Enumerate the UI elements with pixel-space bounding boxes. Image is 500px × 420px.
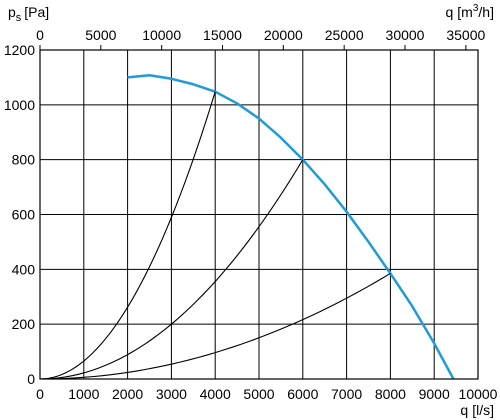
x-bottom-tick-label: 0: [36, 386, 44, 402]
grid: [39, 49, 479, 380]
x-bottom-tick-label: 10000: [459, 386, 498, 402]
x-top-tick-label: 0: [36, 27, 44, 43]
fan-curve: [127, 73, 455, 380]
y-tick-label: 0: [27, 371, 35, 387]
x-top-tick-label: 5000: [85, 27, 116, 43]
x-top-tick-label: 30000: [386, 27, 425, 43]
x-bottom-tick-label: 3000: [156, 386, 187, 402]
system-curve: [39, 91, 216, 380]
system-curve: [39, 159, 304, 380]
system-curve: [39, 272, 391, 380]
y-tick-label: 200: [12, 316, 36, 332]
bottom-x-axis-label: q [l/s]: [460, 402, 494, 418]
y-tick-label: 400: [12, 261, 36, 277]
x-top-tick-label: 15000: [203, 27, 242, 43]
y-tick-label: 1000: [4, 97, 35, 113]
x-bottom-tick-label: 2000: [112, 386, 143, 402]
y-tick-label: 600: [12, 207, 36, 223]
x-bottom-tick-label: 4000: [200, 386, 231, 402]
plot-border: [39, 49, 479, 380]
x-bottom-tick-label: 1000: [68, 386, 99, 402]
y-tick-label: 1200: [4, 42, 35, 58]
x-bottom-tick-label: 8000: [375, 386, 406, 402]
y-axis-label: ps [Pa]: [8, 4, 49, 24]
x-top-tick-label: 35000: [446, 27, 485, 43]
x-bottom-tick-label: 5000: [243, 386, 274, 402]
x-top-tick-label: 10000: [142, 27, 181, 43]
top-x-axis-label: q [m3/h]: [446, 3, 495, 20]
curves-layer: [39, 73, 455, 380]
x-top-tick-label: 20000: [264, 27, 303, 43]
x-bottom-tick-label: 9000: [419, 386, 450, 402]
y-tick-label: 800: [12, 152, 36, 168]
x-bottom-tick-label: 7000: [331, 386, 362, 402]
x-bottom-tick-label: 6000: [287, 386, 318, 402]
plot-frame: [39, 45, 479, 380]
x-top-tick-label: 25000: [325, 27, 364, 43]
